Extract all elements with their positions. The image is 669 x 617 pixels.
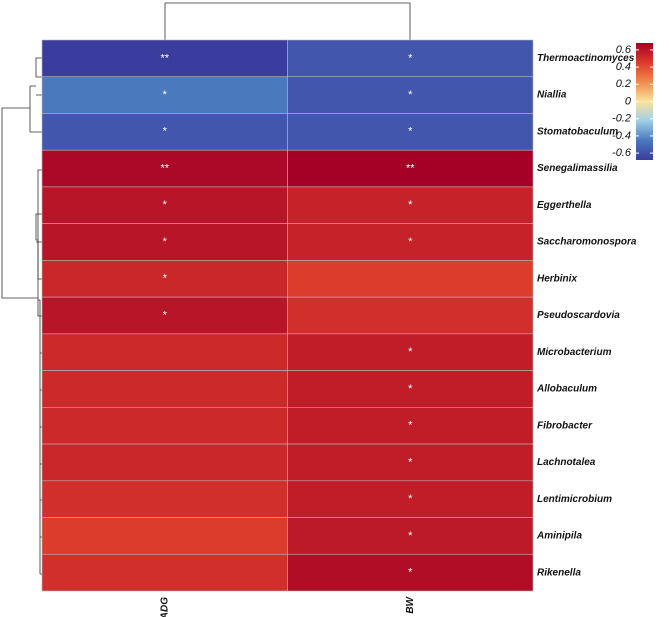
row-label: Herbinix — [537, 273, 577, 284]
heatmap-cell — [287, 113, 534, 151]
heatmap-cell — [287, 443, 534, 482]
significance-star: * — [163, 309, 168, 321]
significance-star: * — [163, 126, 168, 138]
significance-star: * — [408, 199, 413, 211]
heatmap-cell — [41, 553, 288, 592]
heatmap-cell — [287, 223, 534, 261]
colorbar-tick-label: 0.2 — [616, 78, 631, 90]
heatmap-cell — [41, 260, 288, 298]
colorbar-tick-label: -0.2 — [612, 113, 631, 125]
heatmap-cell — [287, 370, 534, 408]
significance-star: * — [408, 89, 413, 101]
heatmap-cell — [287, 186, 534, 224]
heatmap-cell — [41, 443, 288, 482]
significance-star: * — [408, 346, 413, 358]
row-label: Lachnotalea — [537, 457, 596, 468]
row-label: Rikenella — [537, 567, 581, 578]
heatmap-cell — [287, 260, 534, 298]
heatmap-cell — [287, 39, 534, 78]
heatmap-cell — [287, 517, 534, 555]
column-dendrogram — [164, 2, 411, 40]
row-label: Fibrobacter — [537, 420, 593, 431]
row-label: Senegalimassilia — [537, 163, 618, 174]
heatmap-cell — [41, 480, 288, 518]
significance-star: * — [408, 493, 413, 505]
significance-star: ** — [406, 162, 415, 174]
significance-star: * — [163, 89, 168, 101]
heatmap-cell — [41, 407, 288, 445]
heatmap-cell — [287, 76, 534, 114]
heatmap-cell — [287, 480, 534, 518]
row-label: Microbacterium — [537, 347, 612, 358]
significance-star: * — [408, 420, 413, 432]
row-dendrogram — [1, 57, 42, 575]
colorbar-tick-label: 0.4 — [616, 61, 631, 73]
colorbar-tick-label: 0 — [625, 95, 632, 107]
heatmap-cell — [287, 333, 534, 371]
heatmap-cell — [41, 296, 288, 335]
row-label: Allobaculum — [536, 384, 597, 395]
heatmap-cell — [41, 333, 288, 371]
row-label: Stomatobaculum — [537, 126, 618, 137]
row-label: Lentimicrobium — [537, 494, 612, 505]
heatmap-cell — [287, 407, 534, 445]
column-label: ADG — [159, 597, 170, 617]
row-label: Eggerthella — [537, 200, 592, 211]
row-label: Niallia — [537, 90, 567, 101]
heatmap-cell — [41, 370, 288, 408]
significance-star: * — [408, 456, 413, 468]
heatmap-cell — [41, 113, 288, 151]
significance-star: * — [408, 236, 413, 248]
significance-star: * — [408, 567, 413, 579]
significance-star: * — [163, 273, 168, 285]
significance-star: ** — [160, 162, 169, 174]
heatmap-cell — [41, 39, 288, 78]
significance-star: * — [163, 236, 168, 248]
colorbar — [636, 43, 653, 160]
heatmap-cell — [41, 76, 288, 114]
row-label: Thermoactinomyces — [537, 53, 635, 64]
heatmap-cell — [41, 517, 288, 555]
row-label: Aminipila — [536, 531, 582, 542]
significance-star: * — [163, 199, 168, 211]
heatmap-cell — [287, 553, 534, 592]
significance-star: ** — [160, 52, 169, 64]
colorbar-tick-label: -0.6 — [612, 147, 632, 159]
significance-star: * — [408, 52, 413, 64]
colorbar-tick-label: -0.4 — [612, 130, 631, 142]
significance-star: * — [408, 383, 413, 395]
row-label: Saccharomonospora — [537, 237, 637, 248]
heatmap-cell — [287, 296, 534, 335]
row-label: Pseudoscardovia — [537, 310, 620, 321]
heatmap-cell — [287, 149, 534, 188]
significance-star: * — [408, 126, 413, 138]
column-label: BW — [405, 595, 416, 613]
colorbar-tick-label: 0.6 — [616, 44, 632, 56]
significance-star: * — [408, 530, 413, 542]
